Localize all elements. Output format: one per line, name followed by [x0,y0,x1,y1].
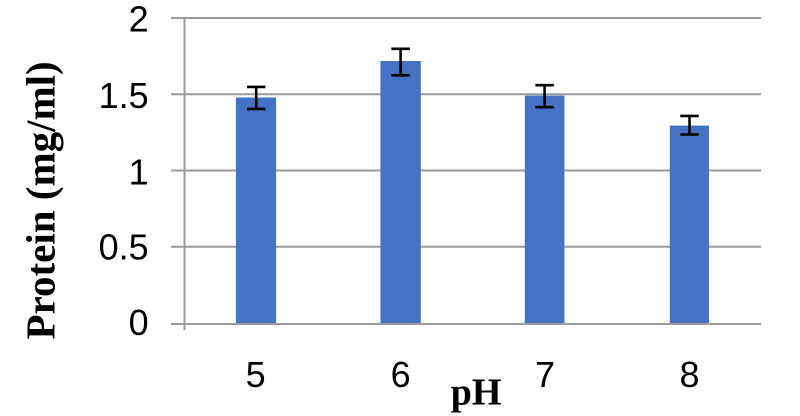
svg-text:5: 5 [246,354,266,395]
svg-text:6: 6 [391,354,411,395]
svg-text:8: 8 [679,354,699,395]
svg-text:0.5: 0.5 [99,227,149,268]
svg-text:0: 0 [129,302,149,343]
svg-text:pH: pH [451,372,502,414]
svg-text:Protein (mg/ml): Protein (mg/ml) [18,61,64,339]
svg-text:2: 2 [129,0,149,40]
svg-text:1: 1 [129,151,149,192]
svg-text:1.5: 1.5 [99,75,149,116]
svg-text:7: 7 [535,354,555,395]
